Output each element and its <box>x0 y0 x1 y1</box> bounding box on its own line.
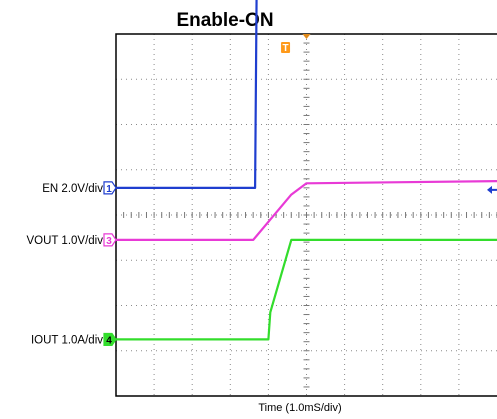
channel-marker-number: 4 <box>106 335 112 346</box>
channel-marker-shape <box>103 332 117 347</box>
channel-marker-shape <box>103 181 117 195</box>
trace-vout <box>116 180 497 241</box>
channel-marker-4[interactable]: 4 <box>103 332 117 347</box>
x-axis-label: Time (1.0mS/div) <box>258 402 341 414</box>
graticule <box>115 33 497 397</box>
channel-label-iout: IOUT 1.0A/div <box>31 334 103 346</box>
trigger-marker-label: T <box>282 43 288 54</box>
channel-markers: EN 2.0V/div 1 VOUT 1.0V/div 3 IOUT 1.0A/div 4… <box>27 34 497 346</box>
chart-title: Enable-ON <box>176 10 273 31</box>
channel-marker-3[interactable]: 3 <box>103 233 117 247</box>
trace-en <box>116 0 258 189</box>
trace-iout <box>116 238 497 341</box>
trigger-position-icon[interactable] <box>302 34 311 39</box>
trigger-marker[interactable]: T <box>281 42 291 54</box>
channel-label-vout: VOUT 1.0V/div <box>27 235 104 247</box>
channel-marker-1[interactable]: 1 <box>103 181 117 195</box>
channel-marker-shape <box>103 233 117 247</box>
waveform-traces <box>116 0 497 341</box>
channel-marker-number: 3 <box>106 236 112 247</box>
trigger-level-icon[interactable] <box>487 185 497 194</box>
channel-marker-number: 1 <box>106 184 112 195</box>
trigger-marker-shape <box>281 42 291 53</box>
channel-label-en: EN 2.0V/div <box>42 183 103 195</box>
